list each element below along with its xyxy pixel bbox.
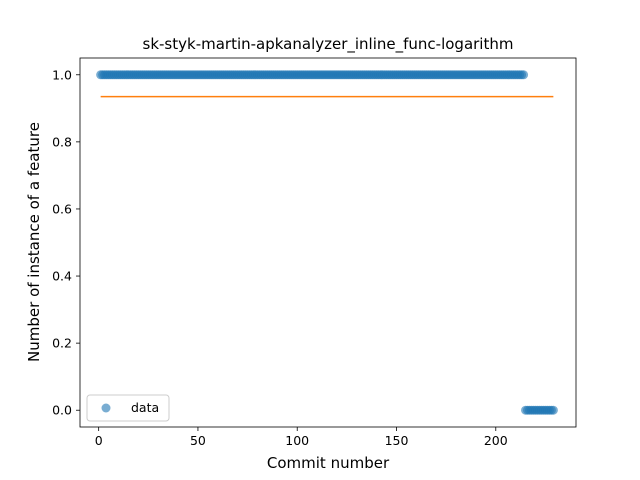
- chart-title: sk-styk-martin-apkanalyzer_inline_func-l…: [143, 35, 514, 54]
- legend-marker-data: [102, 404, 111, 413]
- data-point: [549, 406, 558, 415]
- y-tick-label: 0.4: [52, 269, 72, 284]
- legend-label-data: data: [131, 400, 159, 415]
- y-tick-label: 1.0: [52, 67, 72, 82]
- legend: data: [87, 395, 169, 421]
- y-tick-label: 0.0: [52, 403, 72, 418]
- data-point: [519, 70, 528, 79]
- y-tick-label: 0.8: [52, 134, 72, 149]
- x-tick-label: 100: [285, 433, 309, 448]
- y-tick-label: 0.6: [52, 201, 72, 216]
- x-tick-label: 50: [190, 433, 206, 448]
- x-tick-label: 150: [385, 433, 409, 448]
- y-tick-label: 0.2: [52, 336, 72, 351]
- x-tick-label: 200: [484, 433, 508, 448]
- y-axis-label: Number of instance of a feature: [25, 122, 43, 362]
- x-axis-label: Commit number: [267, 454, 390, 472]
- x-tick-label: 0: [95, 433, 103, 448]
